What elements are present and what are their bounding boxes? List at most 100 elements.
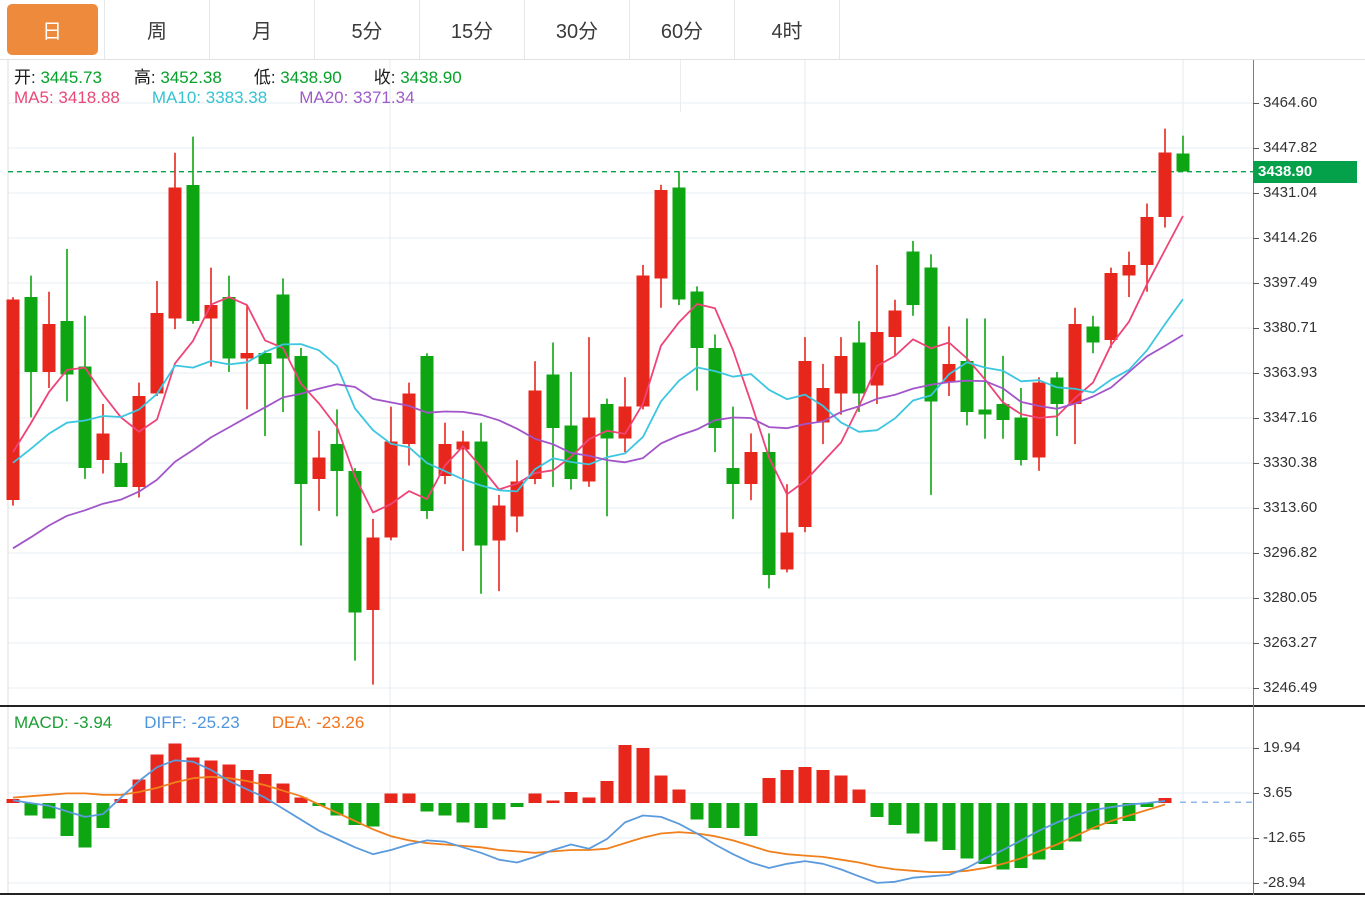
tab-5min[interactable]: 5分 <box>315 0 420 59</box>
tab-day[interactable]: 日 <box>0 0 105 59</box>
candle-body <box>1050 377 1064 404</box>
candlestick-chart[interactable] <box>0 60 1365 705</box>
candle-body <box>888 310 902 338</box>
candle-body <box>582 417 596 482</box>
macd-histogram-bar <box>978 803 992 864</box>
macd-histogram-bar <box>24 803 38 816</box>
readout-label: MA5: <box>14 88 54 107</box>
axis-tick <box>1253 883 1259 884</box>
macd-histogram-bar <box>780 769 794 804</box>
axis-tick-label: 3363.93 <box>1263 364 1318 381</box>
macd-histogram-bar <box>996 803 1010 870</box>
candle-body <box>906 251 920 306</box>
macd-histogram-bar <box>222 764 236 804</box>
info-divider <box>680 60 681 112</box>
axis-tick <box>1253 418 1259 419</box>
macd-histogram-bar <box>1140 803 1154 808</box>
axis-tick-label: 3296.82 <box>1263 544 1318 561</box>
axis-tick-label: 3330.38 <box>1263 454 1318 471</box>
candle-body <box>402 393 416 445</box>
candle-body <box>42 323 56 372</box>
candle-body <box>384 441 398 538</box>
macd-histogram-bar <box>546 800 560 804</box>
macd-histogram-bar <box>510 803 524 808</box>
dea-line <box>12 775 1166 874</box>
tab-4hour[interactable]: 4时 <box>735 0 840 59</box>
axis-tick-label: 3.65 <box>1263 784 1293 801</box>
macd-histogram-bar <box>474 803 488 828</box>
macd-histogram-bar <box>654 775 668 804</box>
readout-label: MA20: <box>299 88 349 107</box>
macd-histogram-bar <box>96 803 110 828</box>
axis-tick <box>1253 553 1259 554</box>
macd-histogram-bar <box>60 803 74 837</box>
macd-histogram-bar <box>528 793 542 804</box>
readout-value: 3452.38 <box>155 68 222 87</box>
readout-value: -3.94 <box>68 713 113 732</box>
axis-tick-label: 3397.49 <box>1263 274 1318 291</box>
readout-value: 3418.88 <box>53 88 120 107</box>
tab-30min[interactable]: 30分 <box>525 0 630 59</box>
tab-week[interactable]: 周 <box>105 0 210 59</box>
macd-histogram-bar <box>636 747 650 804</box>
readout-label: 高: <box>133 68 156 87</box>
tab-4hour-label: 4时 <box>771 21 803 43</box>
axis-tick <box>1253 283 1259 284</box>
macd-chart[interactable] <box>0 707 1365 893</box>
candle-body <box>1122 264 1136 276</box>
tab-60min[interactable]: 60分 <box>630 0 735 59</box>
readout-item: MA20: 3371.34 <box>299 88 414 108</box>
tab-5min-label: 5分 <box>351 21 383 43</box>
tab-15min[interactable]: 15分 <box>420 0 525 59</box>
tab-month[interactable]: 月 <box>210 0 315 59</box>
axis-tick <box>1253 793 1259 794</box>
candle-body <box>186 184 200 322</box>
candle-body <box>168 187 182 319</box>
candle-body <box>474 441 488 546</box>
macd-histogram-bar <box>888 803 902 826</box>
candle-body <box>330 444 344 471</box>
candle-body <box>60 321 74 375</box>
candle-body <box>708 347 722 429</box>
candle-body <box>204 305 218 319</box>
candle-body <box>852 342 866 394</box>
macd-histogram-bar <box>456 803 470 823</box>
candle-body <box>1032 382 1046 458</box>
candle-body <box>690 291 704 348</box>
candle-body <box>492 505 506 541</box>
ohlc-readout: 开: 3445.73 高: 3452.38 低: 3438.90 收: 3438.90 <box>14 63 488 88</box>
ma-readout: MA5: 3418.88 MA10: 3383.38 MA20: 3371.34 <box>14 88 441 108</box>
readout-item: 开: 3445.73 <box>14 63 102 88</box>
candle-body <box>222 297 236 359</box>
readout-value: 3383.38 <box>201 88 268 107</box>
candle-body <box>114 462 128 487</box>
readout-label: DEA: <box>271 713 312 732</box>
macd-histogram-bar <box>492 803 506 820</box>
axis-tick <box>1253 508 1259 509</box>
macd-histogram-bar <box>816 769 830 804</box>
macd-histogram-bar <box>276 783 290 804</box>
readout-value: 3438.90 <box>275 68 342 87</box>
macd-histogram-bar <box>78 803 92 848</box>
candle-body <box>1176 153 1190 172</box>
macd-histogram-bar <box>942 803 956 851</box>
diff-line <box>12 759 1166 884</box>
macd-readout: MACD: -3.94 DIFF: -25.23 DEA: -23.26 <box>14 713 390 733</box>
macd-histogram-bar <box>1068 803 1082 842</box>
tab-month-label: 月 <box>252 21 272 43</box>
axis-tick-label: 3464.60 <box>1263 94 1318 111</box>
readout-value: 3371.34 <box>348 88 415 107</box>
axis-tick-label: -28.94 <box>1263 874 1306 891</box>
candle-body <box>510 481 524 517</box>
macd-histogram-bar <box>762 778 776 804</box>
macd-histogram-bar <box>924 803 938 842</box>
axis-tick <box>1253 463 1259 464</box>
tab-15min-label: 15分 <box>450 21 494 43</box>
last-price-tag: 3438.90 <box>1253 160 1357 183</box>
readout-label: 收: <box>373 68 396 87</box>
macd-histogram-bar <box>798 767 812 804</box>
macd-histogram-bar <box>240 769 254 804</box>
readout-item: DEA: -23.26 <box>272 713 365 733</box>
macd-histogram-bar <box>672 789 686 804</box>
candle-body <box>24 297 38 372</box>
